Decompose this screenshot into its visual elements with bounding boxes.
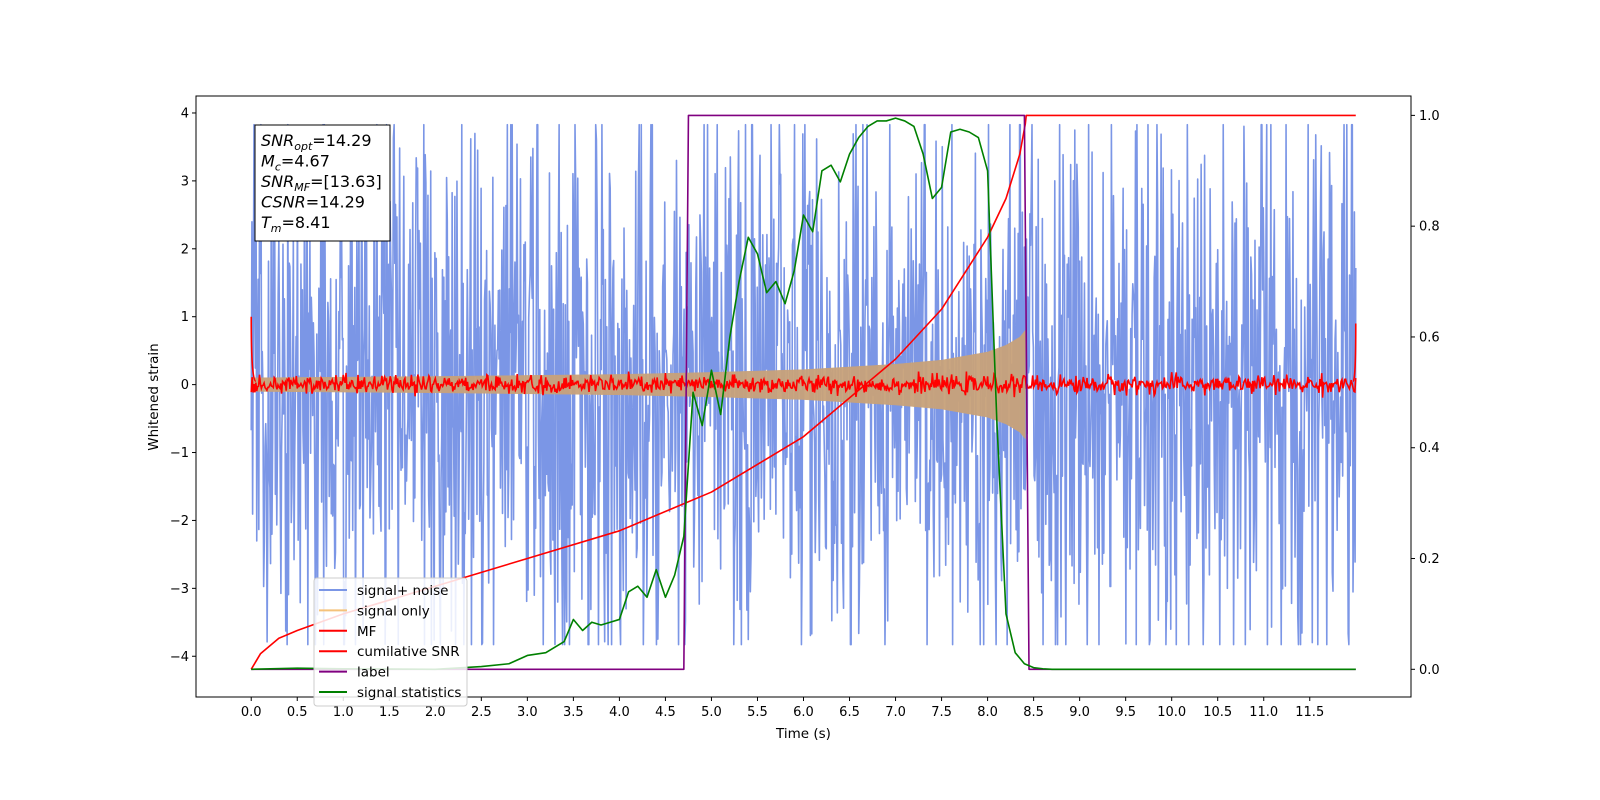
stats-line: Mc=4.67 bbox=[261, 152, 330, 174]
x-tick-label: 11.5 bbox=[1295, 705, 1324, 720]
y-left-tick-label: −1 bbox=[170, 446, 189, 461]
x-tick-label: 11.0 bbox=[1249, 705, 1278, 720]
x-tick-label: 4.5 bbox=[655, 705, 676, 720]
stats-symbol: SNR bbox=[261, 131, 294, 150]
legend-frame bbox=[313, 577, 468, 707]
stats-subscript: c bbox=[275, 161, 281, 174]
x-tick-label: 3.5 bbox=[563, 705, 584, 720]
y-left-tick-label: 1 bbox=[181, 310, 189, 325]
y-left-tick-label: 0 bbox=[181, 378, 189, 393]
y-right-tick-label: 1.0 bbox=[1419, 109, 1440, 124]
series-mf bbox=[250, 371, 1357, 399]
y-left-tick-label: 4 bbox=[181, 106, 189, 121]
stats-symbol: CSNR bbox=[261, 193, 306, 212]
stats-symbol: SNR bbox=[261, 172, 294, 191]
y-right-tick-label: 0.8 bbox=[1419, 220, 1440, 235]
x-tick-label: 10.0 bbox=[1157, 705, 1186, 720]
x-tick-label: 0.5 bbox=[287, 705, 308, 720]
x-tick-label: 8.5 bbox=[1023, 705, 1044, 720]
y-right-tick-label: 0.4 bbox=[1419, 441, 1440, 456]
x-tick-label: 0.0 bbox=[241, 705, 262, 720]
stats-value: =14.29 bbox=[306, 193, 365, 212]
stats-line: CSNR=14.29 bbox=[261, 193, 365, 212]
x-tick-label: 8.0 bbox=[977, 705, 998, 720]
y-left-tick-label: −2 bbox=[170, 514, 189, 529]
legend-label: cumilative SNR bbox=[357, 644, 460, 660]
stats-value: =[13.63] bbox=[310, 172, 382, 191]
series-mf-edge-0 bbox=[250, 316, 257, 383]
y-left-tick-label: −3 bbox=[170, 582, 189, 597]
legend-label: signal only bbox=[357, 603, 430, 619]
x-tick-label: 6.0 bbox=[793, 705, 814, 720]
stats-subscript: m bbox=[271, 222, 282, 235]
x-tick-label: 6.5 bbox=[839, 705, 860, 720]
x-tick-label: 7.5 bbox=[931, 705, 952, 720]
legend-label: signal+ noise bbox=[357, 583, 448, 599]
x-tick-label: 4.0 bbox=[609, 705, 630, 720]
y-right-tick-label: 0.0 bbox=[1419, 663, 1440, 678]
x-tick-label: 2.5 bbox=[471, 705, 492, 720]
stats-line: Tm=8.41 bbox=[261, 213, 331, 235]
stats-value: =14.29 bbox=[312, 131, 371, 150]
stats-subscript: opt bbox=[294, 140, 313, 153]
x-tick-label: 5.0 bbox=[701, 705, 722, 720]
x-tick-label: 9.5 bbox=[1115, 705, 1136, 720]
y-right-tick-label: 0.6 bbox=[1419, 330, 1440, 345]
series-signal-noise bbox=[250, 123, 1357, 646]
stats-line: SNRMF=[13.63] bbox=[261, 172, 382, 194]
stats-symbol: T bbox=[261, 213, 272, 232]
x-tick-label: 9.0 bbox=[1069, 705, 1090, 720]
stats-value: =4.67 bbox=[281, 152, 330, 171]
stats-line: SNRopt=14.29 bbox=[261, 131, 372, 153]
x-tick-label: 1.0 bbox=[333, 705, 354, 720]
stats-subscript: MF bbox=[294, 181, 310, 194]
series-signal-statistics bbox=[251, 117, 1356, 671]
ticks-layer: 0.0 0.5 1.0 1.5 2.0 2.5 3.0 3.5 4.0 4.5 5.0 5.5 6.0 6… bbox=[170, 106, 1440, 720]
x-tick-label: 7.0 bbox=[885, 705, 906, 720]
series-cumilative-snr bbox=[250, 114, 1356, 670]
x-tick-label: 10.5 bbox=[1203, 705, 1232, 720]
x-tick-label: 2.0 bbox=[425, 705, 446, 720]
y-left-tick-label: 3 bbox=[181, 174, 189, 189]
legend-label: signal statistics bbox=[357, 685, 461, 701]
stats-value: =8.41 bbox=[282, 213, 331, 232]
legend-label: MF bbox=[357, 624, 376, 640]
series-mf-edge-1 bbox=[1352, 323, 1357, 383]
y-axis-label: Whitened strain bbox=[146, 343, 162, 450]
legend-label: label bbox=[357, 665, 390, 681]
stats-symbol: M bbox=[261, 152, 275, 171]
legend: signal+ noise signal only MF cumilative SNR… bbox=[313, 577, 468, 707]
x-tick-label: 3.0 bbox=[517, 705, 538, 720]
stats-box: SNRopt=14.29Mc=4.67SNRMF=[13.63]CSNR=14.… bbox=[254, 124, 391, 242]
y-left-tick-label: 2 bbox=[181, 242, 189, 257]
x-axis-label: Time (s) bbox=[775, 726, 831, 742]
series-layer bbox=[250, 114, 1357, 671]
stats-box-frame bbox=[254, 124, 391, 242]
x-tick-label: 5.5 bbox=[747, 705, 768, 720]
y-right-tick-label: 0.2 bbox=[1419, 552, 1440, 567]
x-tick-label: 1.5 bbox=[379, 705, 400, 720]
y-left-tick-label: −4 bbox=[170, 650, 189, 665]
series-signal-only bbox=[250, 329, 1026, 440]
